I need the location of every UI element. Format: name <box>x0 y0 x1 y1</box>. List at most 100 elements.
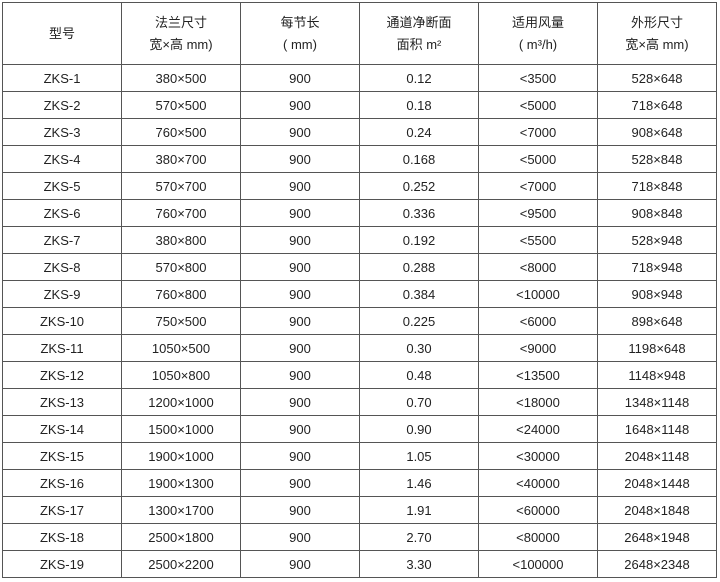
header-line1: 法兰尺寸 <box>154 14 207 30</box>
cell-air-volume: <3500 <box>478 64 598 92</box>
cell-outer-size: 2048×1448 <box>597 469 717 497</box>
cell-model: ZKS-10 <box>2 307 122 335</box>
cell-net-area: 0.336 <box>359 199 479 227</box>
header-row: 型号 法兰尺寸 宽×高 mm) 每节长 ( mm) 通道净断面 面积 m² 适用风量 ( m³/… <box>2 2 717 65</box>
cell-section-length: 900 <box>240 145 360 173</box>
cell-section-length: 900 <box>240 307 360 335</box>
cell-flange-size: 1300×1700 <box>121 496 241 524</box>
table-row: ZKS-8 570×800 900 0.288 <8000 718×948 <box>2 253 717 281</box>
cell-outer-size: 2048×1148 <box>597 442 717 470</box>
cell-air-volume: <30000 <box>478 442 598 470</box>
cell-outer-size: 2648×2348 <box>597 550 717 578</box>
cell-section-length: 900 <box>240 469 360 497</box>
cell-air-volume: <10000 <box>478 280 598 308</box>
cell-section-length: 900 <box>240 118 360 146</box>
cell-outer-size: 908×648 <box>597 118 717 146</box>
cell-flange-size: 750×500 <box>121 307 241 335</box>
cell-section-length: 900 <box>240 253 360 281</box>
cell-air-volume: <7000 <box>478 118 598 146</box>
cell-net-area: 0.225 <box>359 307 479 335</box>
header-line2: 宽×高 mm) <box>149 36 213 52</box>
cell-section-length: 900 <box>240 550 360 578</box>
cell-model: ZKS-3 <box>2 118 122 146</box>
cell-model: ZKS-2 <box>2 91 122 119</box>
cell-outer-size: 1198×648 <box>597 334 717 362</box>
table-row: ZKS-11 1050×500 900 0.30 <9000 1198×648 <box>2 334 717 362</box>
header-net-area: 通道净断面面积 m² <box>359 2 479 65</box>
header-line1: 每节长 <box>280 14 320 30</box>
cell-air-volume: <80000 <box>478 523 598 551</box>
table-row: ZKS-15 1900×1000 900 1.05 <30000 2048×1148 <box>2 442 717 470</box>
cell-outer-size: 528×948 <box>597 226 717 254</box>
cell-flange-size: 570×800 <box>121 253 241 281</box>
cell-net-area: 0.384 <box>359 280 479 308</box>
cell-outer-size: 2048×1848 <box>597 496 717 524</box>
cell-net-area: 1.05 <box>359 442 479 470</box>
cell-flange-size: 760×700 <box>121 199 241 227</box>
cell-air-volume: <100000 <box>478 550 598 578</box>
cell-flange-size: 1050×500 <box>121 334 241 362</box>
cell-model: ZKS-14 <box>2 415 122 443</box>
cell-model: ZKS-1 <box>2 64 122 92</box>
cell-model: ZKS-17 <box>2 496 122 524</box>
table-row: ZKS-1 380×500 900 0.12 <3500 528×648 <box>2 64 717 92</box>
cell-net-area: 0.288 <box>359 253 479 281</box>
cell-section-length: 900 <box>240 523 360 551</box>
cell-net-area: 0.70 <box>359 388 479 416</box>
cell-outer-size: 718×848 <box>597 172 717 200</box>
cell-net-area: 1.46 <box>359 469 479 497</box>
cell-model: ZKS-16 <box>2 469 122 497</box>
cell-model: ZKS-11 <box>2 334 122 362</box>
cell-air-volume: <60000 <box>478 496 598 524</box>
cell-flange-size: 570×500 <box>121 91 241 119</box>
cell-outer-size: 1348×1148 <box>597 388 717 416</box>
cell-net-area: 0.24 <box>359 118 479 146</box>
cell-section-length: 900 <box>240 415 360 443</box>
cell-section-length: 900 <box>240 496 360 524</box>
cell-outer-size: 718×948 <box>597 253 717 281</box>
cell-air-volume: <5000 <box>478 91 598 119</box>
table-row: ZKS-7 380×800 900 0.192 <5500 528×948 <box>2 226 717 254</box>
cell-net-area: 0.12 <box>359 64 479 92</box>
header-line1: 通道净断面 <box>386 14 452 30</box>
header-line2: ( mm) <box>283 36 317 52</box>
header-line1: 型号 <box>48 25 75 41</box>
cell-section-length: 900 <box>240 388 360 416</box>
cell-flange-size: 2500×2200 <box>121 550 241 578</box>
cell-flange-size: 380×500 <box>121 64 241 92</box>
cell-air-volume: <18000 <box>478 388 598 416</box>
cell-section-length: 900 <box>240 226 360 254</box>
cell-net-area: 0.30 <box>359 334 479 362</box>
cell-model: ZKS-15 <box>2 442 122 470</box>
cell-air-volume: <7000 <box>478 172 598 200</box>
cell-section-length: 900 <box>240 91 360 119</box>
table-row: ZKS-14 1500×1000 900 0.90 <24000 1648×1148 <box>2 415 717 443</box>
cell-section-length: 900 <box>240 334 360 362</box>
cell-model: ZKS-9 <box>2 280 122 308</box>
header-line2: 面积 m² <box>396 36 442 52</box>
cell-outer-size: 2648×1948 <box>597 523 717 551</box>
cell-model: ZKS-7 <box>2 226 122 254</box>
header-line2: 宽×高 mm) <box>625 36 689 52</box>
cell-section-length: 900 <box>240 172 360 200</box>
header-line2: ( m³/h) <box>518 36 558 52</box>
cell-flange-size: 380×700 <box>121 145 241 173</box>
cell-air-volume: <5500 <box>478 226 598 254</box>
table-row: ZKS-10 750×500 900 0.225 <6000 898×648 <box>2 307 717 335</box>
cell-outer-size: 1648×1148 <box>597 415 717 443</box>
header-model: 型号 <box>2 2 122 65</box>
cell-section-length: 900 <box>240 199 360 227</box>
cell-model: ZKS-8 <box>2 253 122 281</box>
cell-model: ZKS-5 <box>2 172 122 200</box>
cell-net-area: 2.70 <box>359 523 479 551</box>
cell-flange-size: 760×800 <box>121 280 241 308</box>
cell-outer-size: 1148×948 <box>597 361 717 389</box>
cell-air-volume: <13500 <box>478 361 598 389</box>
cell-flange-size: 1900×1300 <box>121 469 241 497</box>
cell-outer-size: 528×648 <box>597 64 717 92</box>
cell-section-length: 900 <box>240 280 360 308</box>
cell-air-volume: <6000 <box>478 307 598 335</box>
table-row: ZKS-2 570×500 900 0.18 <5000 718×648 <box>2 91 717 119</box>
cell-model: ZKS-13 <box>2 388 122 416</box>
